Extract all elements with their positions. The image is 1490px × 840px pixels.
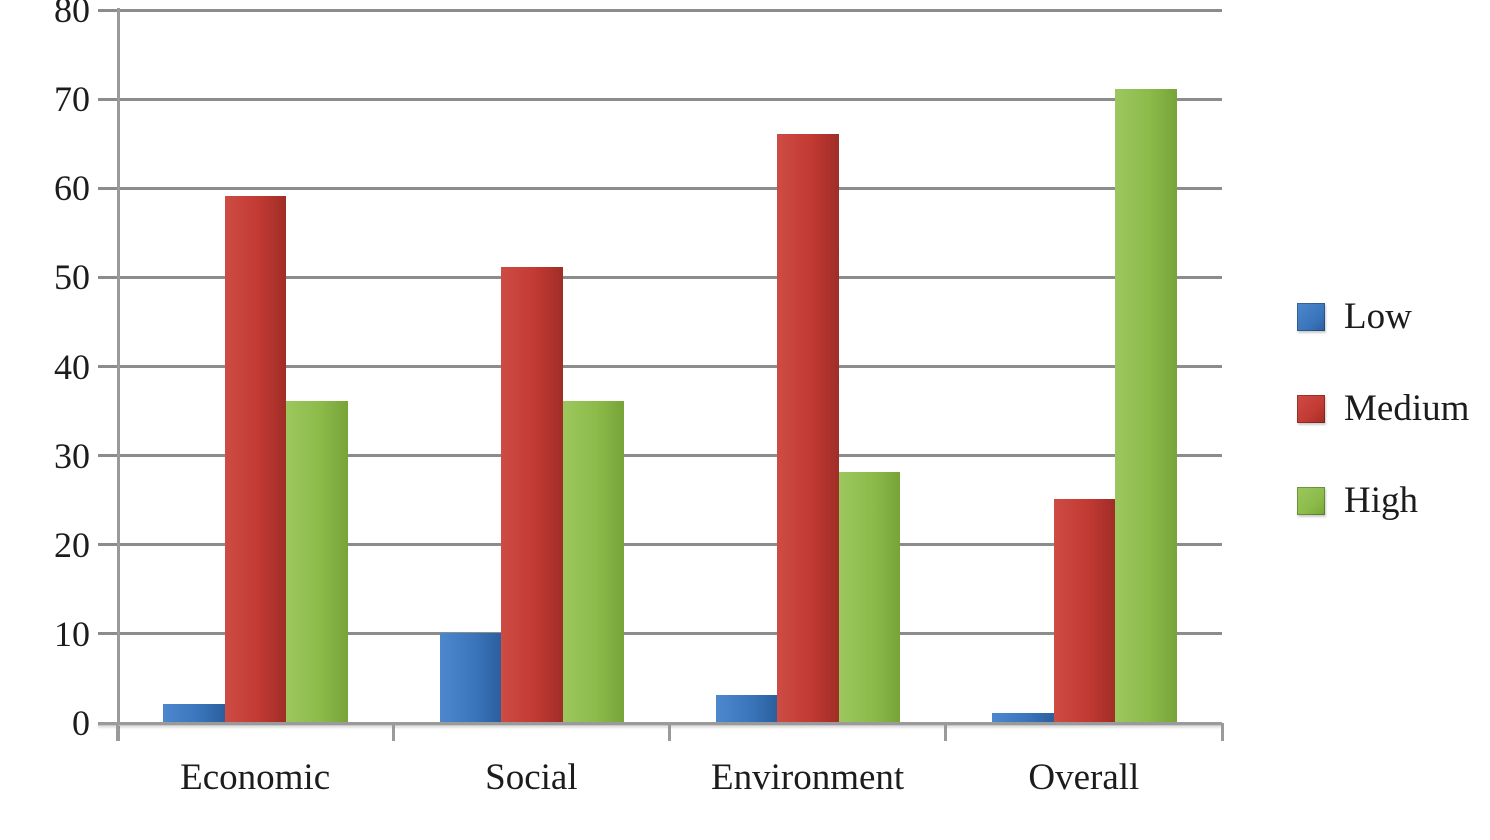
x-axis-category-label: Overall [1028, 757, 1140, 798]
gridline [98, 186, 1222, 190]
y-axis-tick-label: 40 [54, 346, 90, 387]
x-axis-category-label: Environment [711, 757, 905, 798]
x-axis-tick [1220, 723, 1224, 741]
legend-label: Low [1344, 296, 1412, 337]
bar-high-economic [286, 401, 348, 722]
legend-swatch-low [1297, 303, 1325, 331]
y-axis-line [117, 8, 120, 741]
bar-low-economic [163, 704, 225, 722]
x-axis-category-label: Economic [180, 757, 331, 798]
y-axis-tick-label: 20 [54, 524, 90, 565]
legend-item-low: Low [1297, 297, 1412, 337]
bar-low-environment [715, 695, 778, 722]
gridline [98, 543, 1222, 547]
bar-medium-environment [777, 133, 839, 722]
y-axis-tick-label: 10 [54, 613, 90, 654]
gridline [98, 632, 1222, 636]
legend-label: Medium [1344, 388, 1470, 429]
legend-item-medium: Medium [1297, 389, 1469, 429]
bar-high-social [562, 401, 625, 722]
x-axis-tick [944, 723, 948, 741]
x-axis-tick [115, 723, 119, 741]
bar-high-environment [838, 472, 901, 722]
gridline [98, 275, 1222, 279]
bar-high-overall [1115, 89, 1177, 722]
bar-medium-economic [224, 196, 287, 722]
bar-low-social [439, 632, 502, 722]
x-axis-line [98, 721, 1222, 726]
x-axis-category-label: Social [485, 757, 578, 798]
gridline [98, 97, 1222, 101]
bar-low-overall [992, 713, 1054, 722]
y-axis-tick-label: 50 [54, 257, 90, 298]
bar-medium-overall [1053, 499, 1116, 722]
y-axis-tick-label: 70 [54, 79, 90, 120]
legend-label: High [1344, 480, 1418, 521]
legend-swatch-high [1297, 487, 1325, 515]
gridline [98, 454, 1222, 458]
bar-medium-social [501, 267, 563, 722]
gridline [98, 8, 1222, 12]
y-axis-tick-label: 0 [72, 703, 90, 743]
y-axis-tick-label: 60 [54, 168, 90, 209]
legend-item-high: High [1297, 481, 1418, 521]
x-axis-tick [391, 723, 395, 741]
gridline [98, 365, 1222, 368]
legend-swatch-medium [1297, 395, 1325, 423]
y-axis-tick-label: 30 [54, 435, 90, 476]
x-axis-tick [668, 723, 671, 741]
y-axis-tick-label: 80 [54, 0, 90, 30]
